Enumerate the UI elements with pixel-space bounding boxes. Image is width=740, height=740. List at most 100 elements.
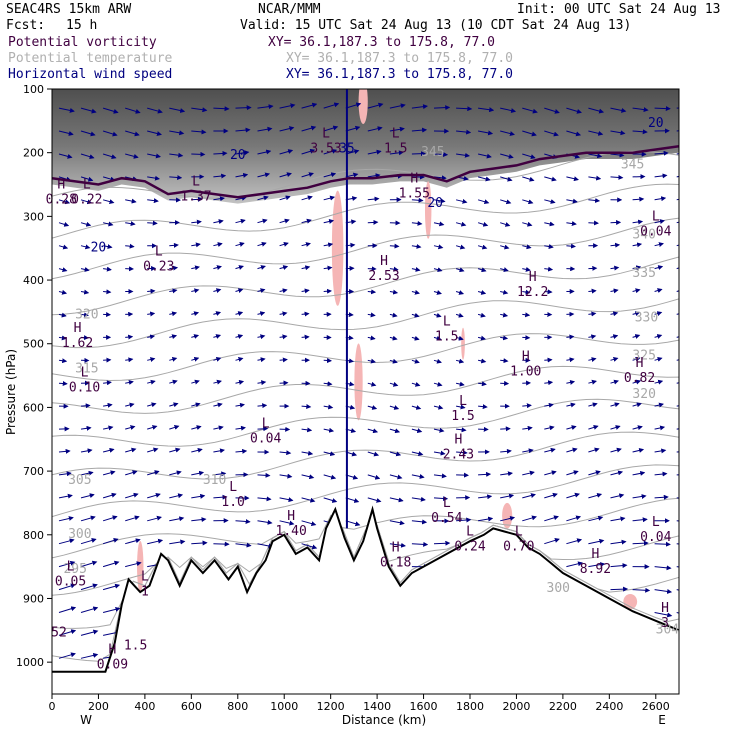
wind-vector <box>610 174 624 180</box>
wind-vector <box>213 402 223 408</box>
wind-vector <box>367 497 382 503</box>
wind-vector <box>191 402 201 408</box>
wind-vector <box>544 470 557 476</box>
wind-vector <box>301 218 312 224</box>
wind-vector <box>125 470 138 476</box>
wind-vector <box>103 244 113 250</box>
wind-vector <box>588 492 603 499</box>
wind-vector <box>279 334 288 340</box>
theta-label: 295 <box>63 562 86 577</box>
wind-vector <box>478 516 494 522</box>
pv-extremum-value: 0.70 <box>503 540 534 555</box>
wind-vector <box>522 130 537 137</box>
wind-vector <box>235 105 252 111</box>
wind-vector <box>566 492 580 499</box>
wind-vector <box>367 358 376 364</box>
wind-vector <box>455 198 468 204</box>
wind-vector <box>169 493 184 499</box>
y-tick-label: 100 <box>23 83 44 96</box>
wind-vector <box>478 494 493 500</box>
wind-vector <box>58 560 76 568</box>
wind-vector <box>389 243 400 249</box>
wind-vector <box>367 312 376 318</box>
wind-vector <box>455 358 465 364</box>
wind-vector <box>323 288 332 294</box>
pv-extremum-letter: H <box>287 509 295 524</box>
wind-vector <box>367 335 376 341</box>
wind-vector <box>147 175 160 181</box>
theta-label: 304 <box>656 623 680 638</box>
wind-vector <box>654 265 664 270</box>
wind-vector <box>478 404 488 410</box>
wind-vector <box>676 311 679 316</box>
wind-vector <box>588 538 605 545</box>
terrain-line <box>52 505 679 673</box>
theta-label: 310 <box>203 473 226 488</box>
wind-vector <box>279 149 294 155</box>
wind-vector <box>80 560 98 568</box>
wind-vector <box>411 405 422 410</box>
pv-extremum-marker: H1.00 <box>510 350 541 380</box>
pv-extremum-letter: L <box>392 127 400 142</box>
wind-vector <box>125 380 134 385</box>
wind-vector <box>213 106 230 112</box>
wind-vector <box>213 356 222 362</box>
wind-vector <box>235 379 245 385</box>
pv-extremum-value: 3.53 <box>310 142 341 157</box>
y-tick-label: 400 <box>23 274 44 287</box>
wind-vector <box>213 288 222 294</box>
wind-vector <box>147 357 156 362</box>
wind-vector <box>566 470 579 476</box>
wind-vector <box>389 428 401 434</box>
wind-vector <box>301 450 314 456</box>
wind-vector <box>676 244 679 247</box>
wind-vector <box>632 242 643 248</box>
wind-vector <box>478 471 492 477</box>
theta-label: 320 <box>632 387 655 402</box>
wind-vector <box>147 198 159 204</box>
wind-vector <box>80 199 93 205</box>
wind-vector <box>301 520 317 527</box>
pv-extremum-value: 0.82 <box>624 371 655 386</box>
wind-speed-label: 20 <box>648 116 664 131</box>
pv-extremum-marker: H3 <box>661 601 669 631</box>
wind-vector <box>169 334 178 340</box>
x-tick-label: 2400 <box>595 700 623 713</box>
wind-vector <box>500 153 514 159</box>
pv-extremum-value: 2.43 <box>443 447 474 462</box>
wind-vector <box>500 358 509 364</box>
wind-vector <box>102 153 117 160</box>
wind-vector <box>433 381 443 387</box>
wind-vector <box>80 153 95 160</box>
wind-vector <box>235 402 245 408</box>
contour-labels: 3403353303253203053002953203153103003043… <box>46 116 680 672</box>
wind-vector <box>147 470 160 476</box>
wind-vector <box>588 288 597 294</box>
theta-contour-line <box>52 217 679 280</box>
wind-vector <box>544 266 554 272</box>
x-tick-label: 0 <box>49 700 56 713</box>
wind-vector <box>235 334 244 339</box>
wind-vector <box>301 265 311 271</box>
wind-vector <box>566 198 578 204</box>
wind-vector <box>566 176 579 182</box>
x-tick-label: 2000 <box>502 700 530 713</box>
wind-vector <box>676 198 679 201</box>
wind-vector <box>323 242 334 248</box>
wind-vector <box>610 288 619 294</box>
wind-vector <box>301 102 318 109</box>
wind-vector <box>58 538 75 545</box>
wind-vector <box>455 381 465 387</box>
wind-vector <box>411 496 426 502</box>
pv-extremum-letter: L <box>81 366 89 381</box>
theta-label: 305 <box>68 473 91 488</box>
wind-vector <box>169 356 178 362</box>
wind-vector <box>125 153 139 159</box>
wind-vector <box>191 151 206 157</box>
pv-extremum-marker: L3.53 <box>310 127 341 157</box>
pv-extremum-letter: L <box>155 245 163 260</box>
wind-vector <box>323 195 336 201</box>
wind-vector <box>323 358 332 364</box>
wind-vector <box>544 515 559 522</box>
wind-vector <box>213 448 225 454</box>
